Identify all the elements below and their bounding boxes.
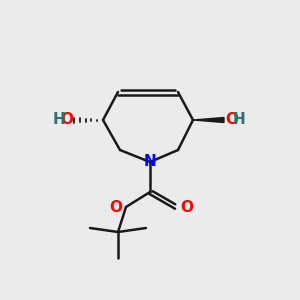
Text: N: N <box>144 154 156 169</box>
Text: O: O <box>109 200 122 214</box>
Text: O: O <box>180 200 193 214</box>
Text: O: O <box>225 112 238 128</box>
Text: O: O <box>60 112 73 128</box>
Text: H: H <box>233 112 246 128</box>
Polygon shape <box>193 118 224 122</box>
Text: H: H <box>52 112 65 128</box>
